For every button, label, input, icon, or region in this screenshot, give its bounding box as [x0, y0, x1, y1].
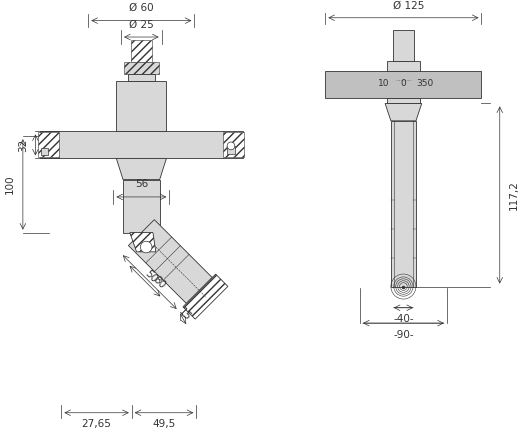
Polygon shape: [129, 220, 212, 304]
Text: 350: 350: [416, 79, 433, 88]
Text: 56: 56: [135, 179, 148, 189]
Text: Ø 60: Ø 60: [129, 3, 154, 13]
Text: -90-: -90-: [393, 330, 414, 340]
Bar: [325, 71, 482, 98]
Text: 100: 100: [5, 174, 15, 194]
Bar: [124, 62, 158, 74]
Bar: [391, 121, 416, 287]
Circle shape: [227, 142, 235, 150]
Bar: [128, 74, 155, 81]
Text: 50: 50: [143, 268, 159, 284]
Text: Ø 125: Ø 125: [393, 1, 424, 11]
Circle shape: [140, 241, 152, 253]
Bar: [40, 132, 243, 158]
Text: 15: 15: [177, 306, 194, 322]
Text: 80: 80: [151, 274, 167, 290]
Bar: [131, 40, 152, 62]
Bar: [41, 148, 48, 155]
Text: 10: 10: [379, 79, 390, 88]
Bar: [116, 81, 166, 132]
Bar: [387, 61, 420, 71]
Polygon shape: [116, 158, 166, 180]
Text: Ø 25: Ø 25: [129, 19, 154, 29]
Bar: [38, 132, 60, 158]
Text: 32: 32: [18, 138, 28, 152]
Polygon shape: [183, 274, 228, 319]
Polygon shape: [385, 103, 422, 121]
Bar: [223, 132, 244, 158]
Bar: [123, 180, 160, 233]
Text: 0: 0: [401, 79, 406, 88]
Text: 49,5: 49,5: [152, 420, 176, 430]
Text: -40-: -40-: [393, 314, 414, 324]
Text: 27,65: 27,65: [82, 420, 111, 430]
Text: 117,2: 117,2: [508, 180, 518, 210]
Polygon shape: [130, 233, 156, 252]
Bar: [393, 30, 414, 61]
Bar: [227, 146, 235, 154]
Bar: [387, 98, 420, 103]
